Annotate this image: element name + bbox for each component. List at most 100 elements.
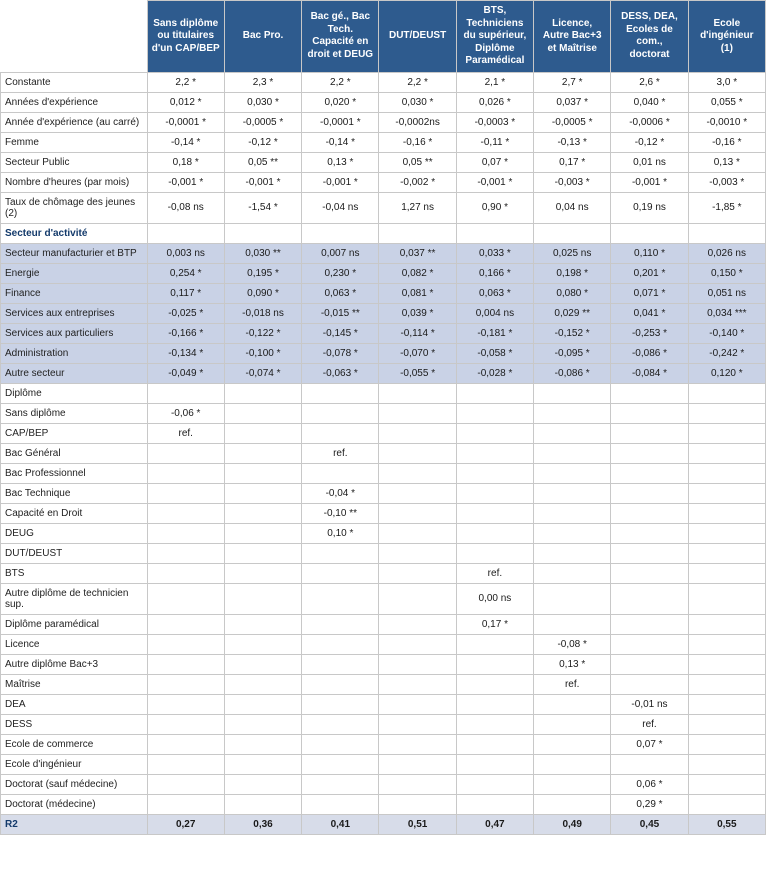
cell-value: -0,13 * (534, 132, 611, 152)
cell-value (302, 714, 379, 734)
cell-value: 0,19 ns (611, 192, 688, 223)
table-row: Diplôme paramédical0,17 * (1, 614, 766, 634)
cell-value (224, 583, 301, 614)
table-row: DUT/DEUST (1, 543, 766, 563)
cell-value: -1,54 * (224, 192, 301, 223)
cell-value (147, 734, 224, 754)
cell-value: 0,01 ns (611, 152, 688, 172)
cell-value (224, 483, 301, 503)
header-blank (1, 1, 148, 73)
cell-value: -0,0005 * (224, 112, 301, 132)
cell-value: 0,07 * (456, 152, 533, 172)
table-row: Capacité en Droit-0,10 ** (1, 503, 766, 523)
cell-value (224, 543, 301, 563)
cell-value: -0,122 * (224, 323, 301, 343)
cell-value (688, 463, 765, 483)
cell-value (611, 563, 688, 583)
row-label: Bac Professionnel (1, 463, 148, 483)
cell-value (534, 403, 611, 423)
cell-value: -0,001 * (456, 172, 533, 192)
cell-value: -0,078 * (302, 343, 379, 363)
cell-value (688, 654, 765, 674)
cell-value (456, 223, 533, 243)
row-label: Diplôme paramédical (1, 614, 148, 634)
cell-value: -0,0005 * (534, 112, 611, 132)
cell-value: -0,001 * (147, 172, 224, 192)
cell-value: -0,16 * (379, 132, 456, 152)
cell-value (147, 443, 224, 463)
cell-value (224, 734, 301, 754)
cell-value (688, 694, 765, 714)
cell-value (224, 223, 301, 243)
table-row: Autre secteur-0,049 *-0,074 *-0,063 *-0,… (1, 363, 766, 383)
table-row: DEA-0,01 ns (1, 694, 766, 714)
row-label: Autre diplôme Bac+3 (1, 654, 148, 674)
cell-value: -0,100 * (224, 343, 301, 363)
cell-value (302, 734, 379, 754)
cell-value: 0,012 * (147, 92, 224, 112)
cell-value: ref. (302, 443, 379, 463)
cell-value (224, 403, 301, 423)
cell-value (456, 383, 533, 403)
cell-value (379, 443, 456, 463)
row-label: Taux de chômage des jeunes (2) (1, 192, 148, 223)
cell-value: 0,063 * (456, 283, 533, 303)
cell-value: 2,2 * (379, 72, 456, 92)
cell-value (456, 674, 533, 694)
cell-value (224, 694, 301, 714)
cell-value: 0,030 * (379, 92, 456, 112)
cell-value: 0,020 * (302, 92, 379, 112)
cell-value (456, 403, 533, 423)
cell-value (379, 583, 456, 614)
cell-value (224, 714, 301, 734)
cell-value: 0,29 * (611, 794, 688, 814)
row-label: Année d'expérience (au carré) (1, 112, 148, 132)
table-row: Services aux entreprises-0,025 *-0,018 n… (1, 303, 766, 323)
cell-value: 0,063 * (302, 283, 379, 303)
cell-value (611, 463, 688, 483)
cell-value: 0,040 * (611, 92, 688, 112)
row-label: Diplôme (1, 383, 148, 403)
cell-value: 0,49 (534, 814, 611, 834)
cell-value: 0,254 * (147, 263, 224, 283)
table-row: Nombre d'heures (par mois)-0,001 *-0,001… (1, 172, 766, 192)
cell-value (688, 563, 765, 583)
header-col: Sans diplôme ou titulaires d'un CAP/BEP (147, 1, 224, 73)
cell-value (224, 634, 301, 654)
row-label: Energie (1, 263, 148, 283)
cell-value: 0,037 ** (379, 243, 456, 263)
row-label: BTS (1, 563, 148, 583)
table-row: Bac Professionnel (1, 463, 766, 483)
cell-value (534, 463, 611, 483)
header-col: DESS, DEA, Ecoles de com., doctorat (611, 1, 688, 73)
cell-value (688, 483, 765, 503)
cell-value: 0,166 * (456, 263, 533, 283)
cell-value: 0,041 * (611, 303, 688, 323)
cell-value: -0,063 * (302, 363, 379, 383)
cell-value: 0,055 * (688, 92, 765, 112)
cell-value (456, 774, 533, 794)
cell-value (456, 483, 533, 503)
cell-value (147, 383, 224, 403)
cell-value: 0,195 * (224, 263, 301, 283)
cell-value (688, 543, 765, 563)
cell-value: 2,2 * (302, 72, 379, 92)
cell-value: 0,36 (224, 814, 301, 834)
cell-value (224, 383, 301, 403)
cell-value (147, 774, 224, 794)
cell-value (688, 754, 765, 774)
cell-value (611, 674, 688, 694)
cell-value: ref. (456, 563, 533, 583)
cell-value (688, 714, 765, 734)
cell-value (456, 734, 533, 754)
cell-value: -0,0010 * (688, 112, 765, 132)
cell-value (688, 614, 765, 634)
row-label: Ecole d'ingénieur (1, 754, 148, 774)
cell-value: 0,41 (302, 814, 379, 834)
cell-value (688, 774, 765, 794)
cell-value (379, 614, 456, 634)
cell-value: 0,07 * (611, 734, 688, 754)
table-row: Bac Technique-0,04 * (1, 483, 766, 503)
cell-value (147, 714, 224, 734)
cell-value (688, 403, 765, 423)
